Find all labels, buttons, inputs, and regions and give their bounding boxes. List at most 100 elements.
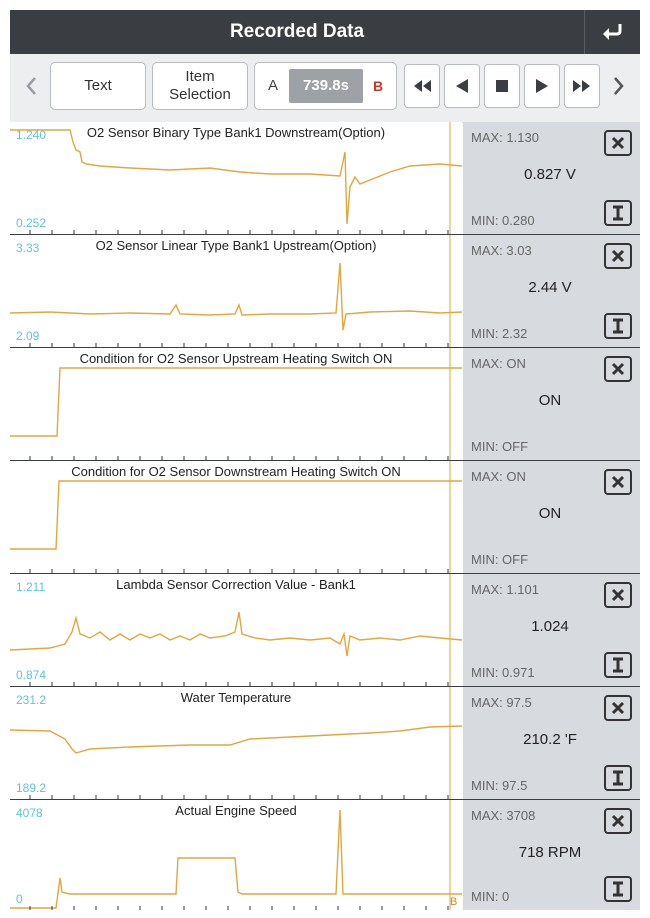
scroll-right-button[interactable] [604, 62, 634, 110]
cursor-time-control: A 739.8s B [254, 62, 397, 110]
fast-forward-icon [573, 80, 590, 92]
min-value: MIN: 2.32 [471, 326, 528, 341]
cursor-b-button[interactable]: B [372, 78, 384, 94]
graph-area: Actual Engine Speed 4078 0 B [10, 800, 462, 910]
value-panel: MAX: 3708 718 RPM MIN: 0 [463, 800, 640, 910]
value-panel: MAX: 97.5 210.2 'F MIN: 97.5 [463, 687, 640, 799]
fast-rewind-icon [414, 80, 431, 92]
data-row-o2-binary-downstream: O2 Sensor Binary Type Bank1 Downstream(O… [10, 122, 640, 235]
scroll-left-button[interactable] [16, 62, 46, 110]
min-value: MIN: OFF [471, 552, 529, 567]
downstream-heating-trace-graph [10, 461, 462, 573]
back-button[interactable] [584, 10, 641, 54]
cursor-a-button[interactable]: A [267, 77, 278, 94]
remove-item-button[interactable] [604, 243, 632, 269]
graph-title: Water Temperature [180, 690, 292, 705]
remove-item-button[interactable] [604, 469, 632, 495]
item-info-button[interactable] [604, 313, 632, 339]
y-axis-min: 189.2 [16, 781, 47, 795]
graph-title: Lambda Sensor Correction Value - Bank1 [116, 577, 356, 592]
text-cursor-icon [613, 770, 623, 786]
current-value: 0.827 V [524, 166, 576, 183]
y-axis-max: 3.33 [16, 241, 40, 255]
remove-item-button[interactable] [604, 695, 632, 721]
text-cursor-icon [613, 881, 623, 897]
graph-area: Water Temperature 231.2 189.2 [10, 687, 462, 799]
water-temperature-trace-graph [10, 687, 462, 799]
max-value: MAX: 3.03 [471, 243, 532, 258]
toolbar: Text Item Selection A 739.8s B [10, 54, 640, 123]
graph-area: Lambda Sensor Correction Value - Bank1 1… [10, 574, 462, 686]
y-axis-max: 231.2 [16, 693, 47, 707]
remove-item-button[interactable] [604, 356, 632, 382]
upstream-heating-trace-graph [10, 348, 462, 460]
min-value: MIN: 0.280 [471, 213, 535, 228]
cursor-time-readout: 739.8s [289, 69, 363, 103]
lambda-correction-trace-graph [10, 574, 462, 686]
y-axis-max: 1.240 [16, 128, 47, 142]
item-info-button[interactable] [604, 765, 632, 791]
min-value: MIN: 0.971 [471, 665, 535, 680]
page-title: Recorded Data [229, 21, 365, 42]
max-value: MAX: 1.130 [471, 130, 539, 145]
item-selection-button[interactable]: Item Selection [152, 62, 248, 110]
close-icon [611, 249, 625, 263]
value-panel: MAX: ON ON MIN: OFF [463, 348, 640, 460]
close-icon [611, 814, 625, 828]
data-trace [10, 262, 462, 331]
fast-forward-button[interactable] [564, 64, 600, 108]
text-cursor-icon [613, 318, 623, 334]
value-panel: MAX: 1.101 1.024 MIN: 0.971 [463, 574, 640, 686]
graph-title: O2 Sensor Binary Type Bank1 Downstream(O… [86, 125, 386, 140]
max-value: MAX: ON [471, 356, 526, 371]
y-axis-min: 0.874 [16, 668, 47, 682]
stop-icon [496, 80, 508, 92]
close-icon [611, 362, 625, 376]
close-icon [611, 701, 625, 715]
remove-item-button[interactable] [604, 130, 632, 156]
data-row-downstream-heating-switch: Condition for O2 Sensor Downstream Heati… [10, 461, 640, 574]
o2-linear-trace-graph [10, 235, 462, 347]
step-back-button[interactable] [444, 64, 480, 108]
text-cursor-icon [613, 205, 623, 221]
data-trace [10, 611, 462, 657]
data-row-upstream-heating-switch: Condition for O2 Sensor Upstream Heating… [10, 348, 640, 461]
text-view-button[interactable]: Text [50, 62, 146, 110]
chevron-right-icon [614, 77, 624, 95]
o2-binary-trace-graph [10, 122, 462, 234]
y-axis-min: 2.09 [16, 329, 40, 343]
max-value: MAX: 3708 [471, 808, 536, 823]
title-bar: Recorded Data [10, 10, 640, 54]
value-panel: MAX: 1.130 0.827 V MIN: 0.280 [463, 122, 640, 234]
current-value: 2.44 V [528, 279, 572, 296]
y-axis-min: 0 [16, 892, 23, 906]
text-cursor-icon [613, 657, 623, 673]
play-button[interactable] [524, 64, 560, 108]
graph-area: O2 Sensor Linear Type Bank1 Upstream(Opt… [10, 235, 462, 347]
graph-area: Condition for O2 Sensor Upstream Heating… [10, 348, 462, 460]
data-row-engine-speed: Actual Engine Speed 4078 0 B MAX: 3708 7… [10, 800, 640, 910]
data-row-water-temperature: Water Temperature 231.2 189.2 MAX: 97.5 … [10, 687, 640, 800]
close-icon [611, 588, 625, 602]
data-trace [10, 480, 462, 550]
current-value: ON [538, 392, 562, 409]
remove-item-button[interactable] [604, 582, 632, 608]
graph-area: Condition for O2 Sensor Downstream Heati… [10, 461, 462, 573]
return-arrow-icon [603, 24, 622, 40]
y-axis-max: 1.211 [16, 580, 46, 594]
stop-button[interactable] [484, 64, 520, 108]
close-icon [611, 136, 625, 150]
fast-rewind-button[interactable] [404, 64, 440, 108]
item-info-button[interactable] [604, 876, 632, 902]
item-info-button[interactable] [604, 652, 632, 678]
graph-title: Condition for O2 Sensor Downstream Heati… [71, 464, 401, 479]
graph-title: O2 Sensor Linear Type Bank1 Upstream(Opt… [95, 238, 377, 253]
max-value: MAX: 97.5 [471, 695, 532, 710]
engine-speed-trace-graph [10, 800, 462, 910]
value-panel: MAX: ON ON MIN: OFF [463, 461, 640, 573]
item-info-button[interactable] [604, 200, 632, 226]
recorded-data-screen: Recorded Data Text Item Selection A 739.… [10, 10, 640, 910]
cursor-b-marker[interactable]: B [450, 896, 458, 908]
data-trace [10, 809, 462, 909]
remove-item-button[interactable] [604, 808, 632, 834]
